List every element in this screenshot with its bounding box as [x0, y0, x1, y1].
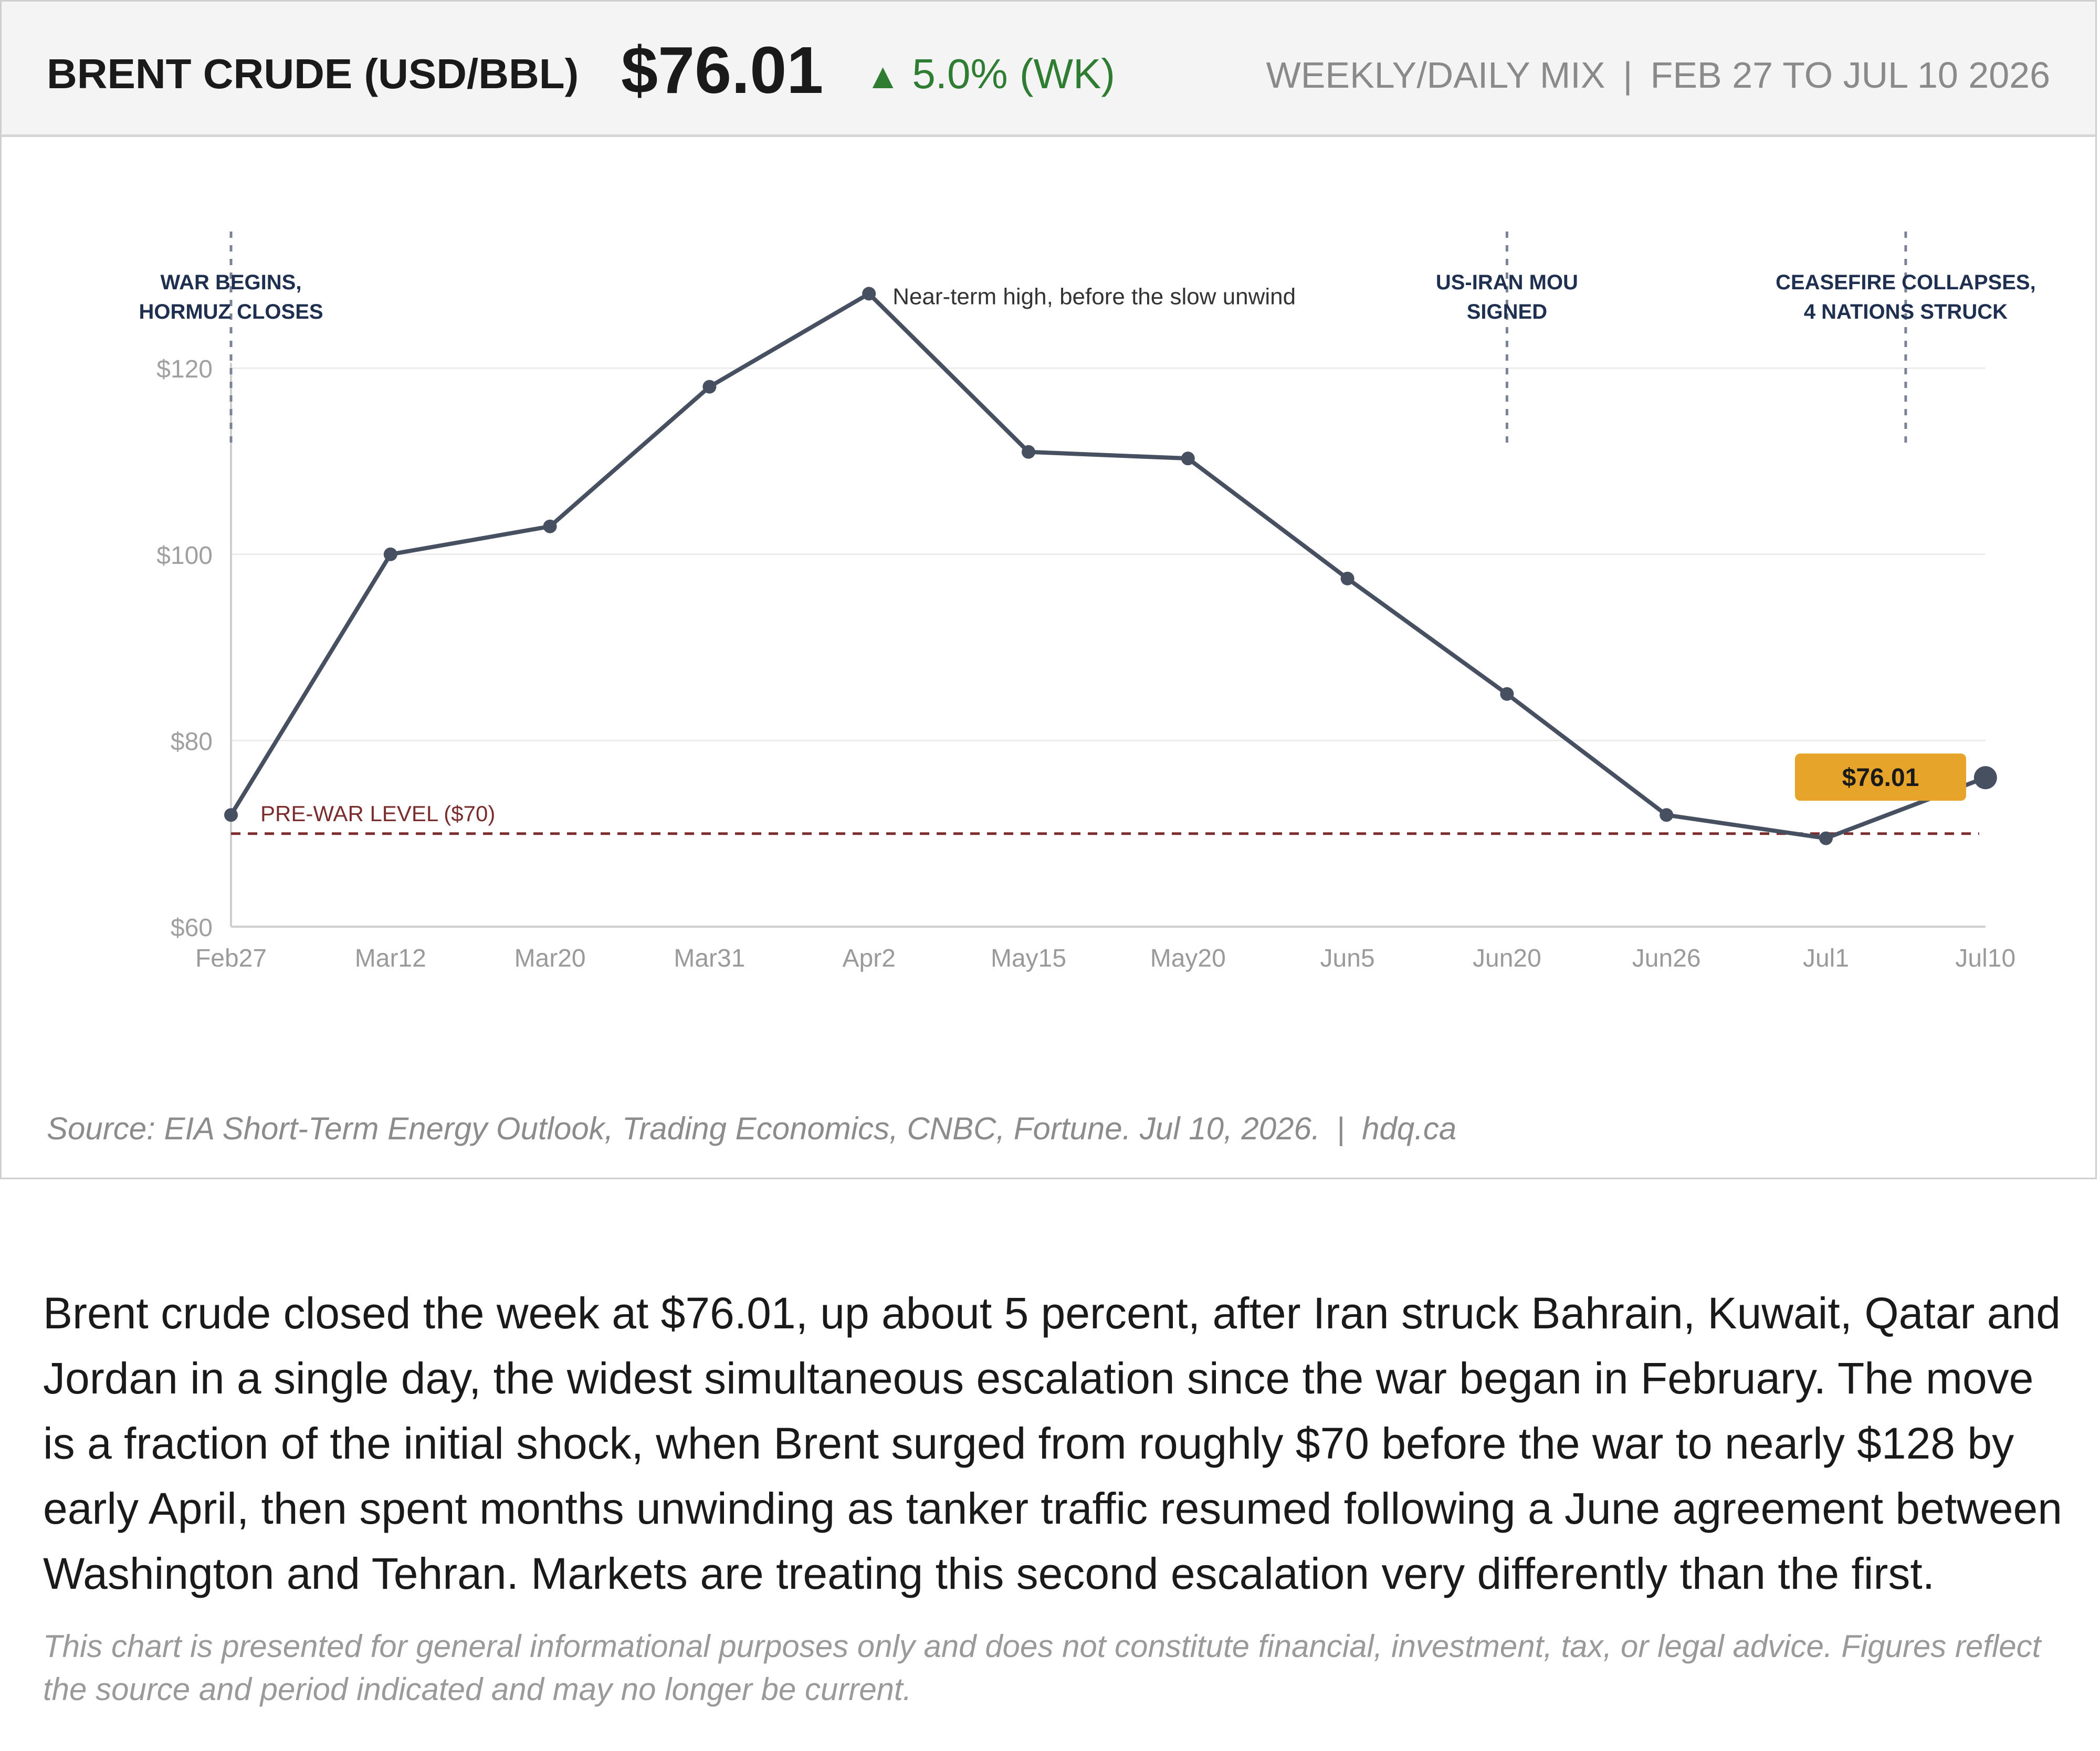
data-point: [224, 808, 238, 822]
weekly-change-value: 5.0% (WK): [912, 50, 1116, 97]
data-point: [1500, 687, 1514, 701]
x-tick-label: May20: [1150, 945, 1226, 972]
data-point: [702, 380, 717, 394]
event-label: HORMUZ CLOSES: [139, 300, 323, 323]
y-tick-label: $100: [156, 542, 213, 570]
source-text: Source: EIA Short-Term Energy Outlook, T…: [47, 1111, 1320, 1146]
x-tick-label: Apr2: [843, 945, 896, 972]
event-label: SIGNED: [1467, 300, 1547, 323]
x-tick-label: Mar31: [674, 945, 745, 972]
data-point: [1660, 808, 1674, 822]
data-point: [1819, 831, 1833, 845]
summary-paragraph: Brent crude closed the week at $76.01, u…: [43, 1288, 2062, 1598]
x-tick-label: Jul1: [1803, 945, 1849, 972]
price-series-line: [229, 291, 1988, 841]
y-tick-label: $80: [171, 728, 213, 756]
chart-card: BRENT CRUDE (USD/BBL) $76.01 ▲ 5.0% (WK) …: [0, 0, 2097, 1179]
event-label: US-IRAN MOU: [1436, 271, 1578, 294]
brent-line-chart: $60 $80 $100 $120 Feb27 Mar12 Mar20 Mar31 Apr2 Ma…: [139, 232, 2036, 972]
x-tick-label: Mar12: [355, 945, 426, 972]
x-tick-label: Jun5: [1320, 945, 1375, 972]
pre-war-reference-label: PRE-WAR LEVEL ($70): [260, 801, 495, 826]
data-point: [1022, 445, 1035, 459]
data-point: [1340, 571, 1354, 585]
peak-annotation: Near-term high, before the slow unwind: [892, 284, 1296, 309]
data-point: [862, 287, 876, 301]
x-tick-label: Mar20: [514, 945, 586, 972]
data-point: [383, 547, 397, 561]
latest-price-label: $76.01: [1842, 764, 1919, 792]
x-tick-label: Jul10: [1955, 945, 2015, 972]
event-label: 4 NATIONS STRUCK: [1804, 300, 2008, 323]
range-separator: |: [1623, 55, 1633, 96]
chart-title: BRENT CRUDE (USD/BBL): [47, 50, 579, 97]
date-range-label: FEB 27 TO JUL 10 2026: [1650, 55, 2050, 96]
data-point: [543, 519, 557, 533]
source-note: Source: EIA Short-Term Energy Outlook, T…: [47, 1110, 1456, 1147]
event-label: CEASEFIRE COLLAPSES,: [1776, 271, 2036, 294]
x-tick-label: Jun20: [1473, 945, 1541, 972]
x-tick-label: May15: [991, 945, 1066, 972]
event-label: WAR BEGINS,: [161, 271, 302, 294]
x-tick-label: Feb27: [195, 945, 267, 972]
latest-data-point: [1973, 766, 1997, 790]
disclaimer: This chart is presented for general info…: [43, 1629, 2041, 1707]
current-price: $76.01: [621, 33, 824, 107]
x-tick-label: Jun26: [1632, 945, 1701, 972]
chart-header: BRENT CRUDE (USD/BBL) $76.01 ▲ 5.0% (WK) …: [2, 2, 2095, 137]
weekly-change: ▲ 5.0% (WK): [865, 50, 1115, 98]
source-site: hdq.ca: [1362, 1111, 1457, 1146]
y-tick-label: $120: [156, 355, 213, 383]
source-separator: |: [1337, 1111, 1346, 1146]
up-arrow-icon: ▲: [865, 56, 901, 96]
y-tick-label: $60: [171, 914, 213, 942]
data-point: [1181, 452, 1195, 466]
data-mix-label: WEEKLY/DAILY MIX: [1266, 55, 1605, 96]
date-range: WEEKLY/DAILY MIX | FEB 27 TO JUL 10 2026: [1266, 54, 2050, 96]
latest-price-badge: [1795, 753, 1966, 801]
